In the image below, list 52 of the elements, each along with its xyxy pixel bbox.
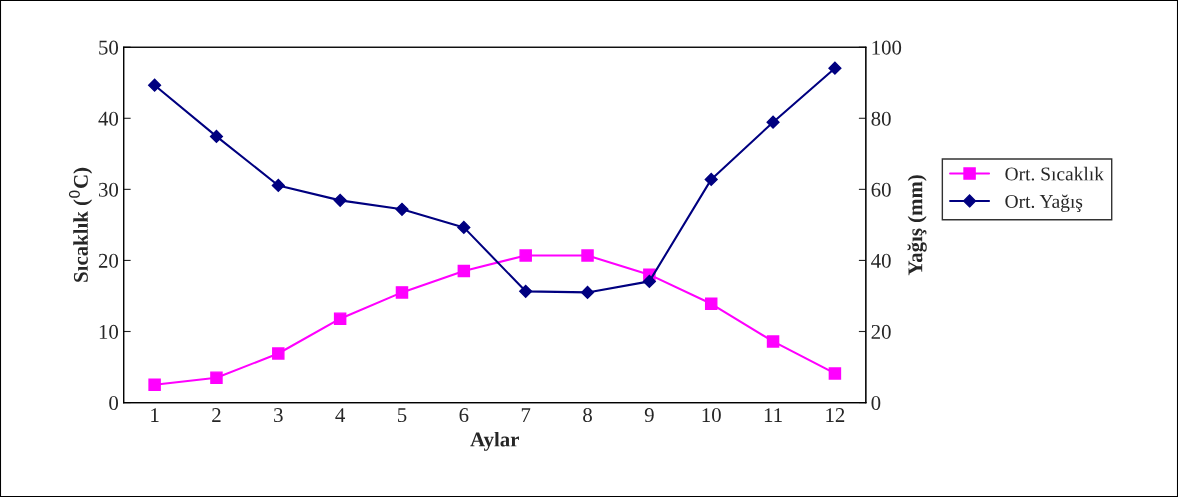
- point: [272, 347, 285, 360]
- y-tick-label: 30: [98, 182, 119, 197]
- x-tick-label: 7: [521, 408, 531, 422]
- point: [457, 264, 471, 278]
- y2-axis-title: Yağış (mm): [907, 175, 927, 276]
- point: [395, 286, 409, 299]
- point: [210, 371, 223, 384]
- x-tick-label: 10: [702, 408, 721, 423]
- y-tick-label: 0: [109, 395, 119, 410]
- x-tick-label: 3: [274, 408, 283, 423]
- point: [828, 61, 842, 75]
- y2-tick-label: 20: [871, 324, 891, 339]
- point: [333, 312, 347, 325]
- point: [766, 115, 780, 129]
- x-tick-label: 4: [335, 408, 346, 422]
- y2-tick-label: 40: [871, 253, 891, 268]
- point: [457, 220, 471, 234]
- y2-tick-label: 0: [871, 395, 881, 410]
- point: [828, 367, 842, 380]
- point: [271, 178, 285, 193]
- x-tick-label: 12: [826, 408, 845, 422]
- y-axis-title: Sıcaklık ($^{0}$C): [68, 167, 93, 282]
- point: [581, 249, 594, 262]
- point: [395, 202, 409, 216]
- point: [704, 297, 718, 311]
- y-tick-label: 20: [98, 253, 119, 268]
- point: [148, 378, 161, 392]
- point: [580, 285, 595, 299]
- point: [704, 172, 718, 186]
- y-tick-label: 40: [98, 111, 119, 126]
- y2-tick-label: 80: [871, 111, 891, 126]
- x-tick-label: 9: [644, 408, 654, 423]
- y-tick-label: 50: [99, 40, 119, 55]
- point: [148, 78, 162, 92]
- point: [519, 284, 533, 298]
- point: [766, 335, 780, 348]
- point: [519, 249, 532, 262]
- point: [333, 193, 347, 207]
- x-tick-label: 2: [212, 408, 221, 422]
- point: [642, 274, 656, 288]
- x-tick-label: 5: [398, 408, 407, 423]
- x-tick-label: 1: [151, 408, 159, 422]
- x-tick-label: 6: [459, 408, 469, 423]
- legend-label: Ort. Sıcaklık: [1005, 166, 1104, 181]
- y2-tick-label: 60: [871, 182, 891, 197]
- y-tick-label: 10: [99, 324, 119, 339]
- legend-label: Ort. Yağış: [1005, 194, 1083, 212]
- x-axis-title: Aylar: [470, 431, 519, 451]
- x-tick-label: 11: [764, 408, 782, 422]
- y2-tick-label: 100: [872, 40, 902, 55]
- point: [209, 129, 224, 143]
- x-tick-label: 8: [583, 408, 592, 423]
